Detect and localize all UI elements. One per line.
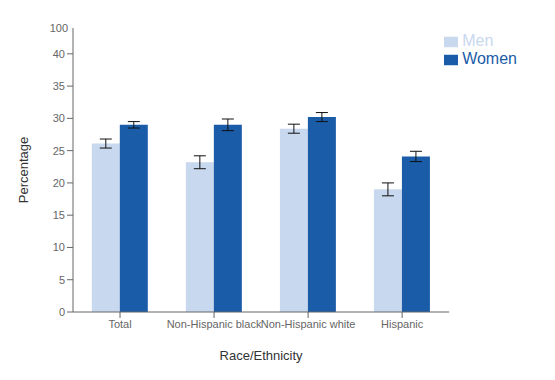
svg-text:20: 20 xyxy=(53,177,65,189)
svg-text:100: 100 xyxy=(50,22,68,34)
svg-text:25: 25 xyxy=(53,145,65,157)
svg-text:Non-Hispanic white: Non-Hispanic white xyxy=(261,318,356,330)
svg-text:0: 0 xyxy=(59,306,65,318)
html-text:Women: Women xyxy=(462,50,517,67)
svg-text:40: 40 xyxy=(53,48,65,60)
svg-text:30: 30 xyxy=(53,112,65,124)
svg-text:10: 10 xyxy=(53,241,65,253)
svg-text:Percentage: Percentage xyxy=(16,137,31,204)
svg-text:Non-Hispanic black: Non-Hispanic black xyxy=(167,318,262,330)
svg-text:5: 5 xyxy=(59,274,65,286)
svg-text:Total: Total xyxy=(108,318,131,330)
html-text:Men: Men xyxy=(462,32,494,49)
svg-text:15: 15 xyxy=(53,209,65,221)
svg-text:35: 35 xyxy=(53,80,65,92)
svg-text:Hispanic: Hispanic xyxy=(381,318,424,330)
svg-text:Race/Ethnicity: Race/Ethnicity xyxy=(220,348,304,363)
